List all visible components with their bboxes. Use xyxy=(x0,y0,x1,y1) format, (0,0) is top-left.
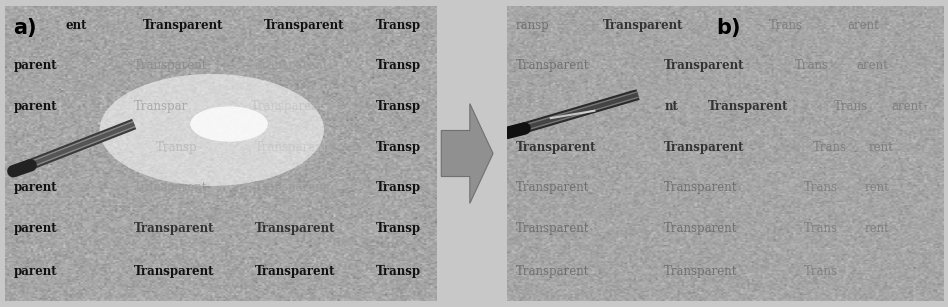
Text: Transparent: Transparent xyxy=(135,265,214,278)
Text: Transparent: Transparent xyxy=(516,59,590,72)
Text: parent: parent xyxy=(13,100,57,113)
Text: Transp: Transp xyxy=(375,19,421,32)
Text: Transp: Transp xyxy=(375,265,421,278)
Text: rent: rent xyxy=(869,141,894,154)
Text: rent: rent xyxy=(865,181,889,194)
Text: Transparent: Transparent xyxy=(516,181,590,194)
Text: ransp: ransp xyxy=(516,19,550,32)
Text: Transparent: Transparent xyxy=(255,181,328,194)
Text: Transp: Transp xyxy=(155,141,197,154)
Text: ent: ent xyxy=(65,19,86,32)
Text: Transparent: Transparent xyxy=(603,19,684,32)
FancyArrow shape xyxy=(441,104,493,203)
Text: Transparent: Transparent xyxy=(135,222,214,235)
Text: Trans: Trans xyxy=(804,181,838,194)
Text: Transparent: Transparent xyxy=(255,265,336,278)
Text: Transp: Transp xyxy=(375,141,421,154)
Text: Transparent: Transparent xyxy=(135,59,208,72)
Text: Transparent: Transparent xyxy=(665,181,738,194)
Text: Trans: Trans xyxy=(804,265,838,278)
Text: Transparent: Transparent xyxy=(665,59,745,72)
Text: Transparent: Transparent xyxy=(708,100,789,113)
Text: Transparent: Transparent xyxy=(135,181,208,194)
Text: b): b) xyxy=(717,18,741,38)
Text: nt: nt xyxy=(665,100,678,113)
Text: Transparent: Transparent xyxy=(516,222,590,235)
Text: Transp: Transp xyxy=(375,181,421,194)
Text: Transparent: Transparent xyxy=(516,265,590,278)
Text: a): a) xyxy=(13,18,37,38)
Text: parent: parent xyxy=(13,265,57,278)
Text: Transparent: Transparent xyxy=(143,19,224,32)
Text: Transp: Transp xyxy=(375,100,421,113)
Text: parent: parent xyxy=(13,59,57,72)
Text: Transparent: Transparent xyxy=(665,141,745,154)
Text: parent: parent xyxy=(13,181,57,194)
Text: arent: arent xyxy=(891,100,922,113)
Ellipse shape xyxy=(191,106,268,142)
Text: Trans: Trans xyxy=(769,19,803,32)
Text: Trans: Trans xyxy=(804,222,838,235)
Text: Trans: Trans xyxy=(795,59,829,72)
Ellipse shape xyxy=(100,74,324,186)
Text: Transparent: Transparent xyxy=(255,59,328,72)
Text: arent: arent xyxy=(856,59,887,72)
Text: parent: parent xyxy=(13,222,57,235)
Text: Trans: Trans xyxy=(834,100,868,113)
Text: Transparent: Transparent xyxy=(255,222,336,235)
Text: Transpar: Transpar xyxy=(135,100,189,113)
Text: Transparent: Transparent xyxy=(255,141,328,154)
Text: Transp: Transp xyxy=(375,59,421,72)
Text: Trans: Trans xyxy=(812,141,847,154)
Text: rent: rent xyxy=(865,222,889,235)
Text: Transp: Transp xyxy=(375,222,421,235)
Text: arent: arent xyxy=(848,19,879,32)
Text: Transparent: Transparent xyxy=(264,19,344,32)
Text: Transparent: Transparent xyxy=(250,100,324,113)
Text: Transparent: Transparent xyxy=(665,222,738,235)
Text: Transparent: Transparent xyxy=(516,141,596,154)
Text: Transparent: Transparent xyxy=(665,265,738,278)
